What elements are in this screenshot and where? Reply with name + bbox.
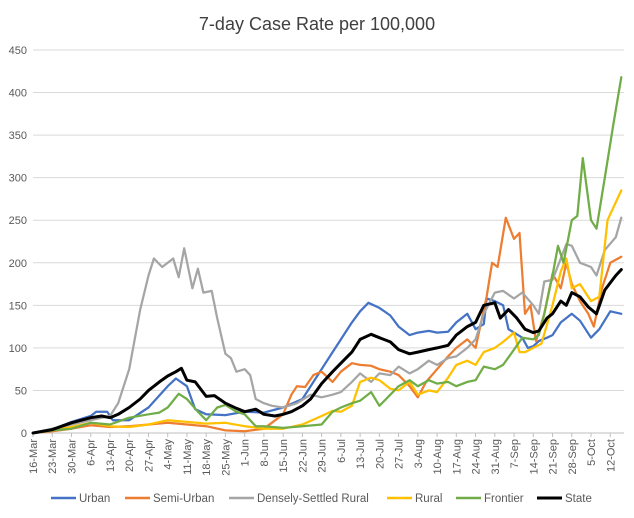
x-tick-label: 8-Jun <box>259 439 271 467</box>
x-tick-label: 21-Sep <box>548 439 560 474</box>
x-tick-label: 18-May <box>201 439 213 476</box>
series-line-state <box>31 268 623 435</box>
y-tick-label: 350 <box>9 130 27 142</box>
y-tick-label: 100 <box>9 343 27 355</box>
x-tick-label: 22-Jun <box>297 439 309 473</box>
x-tick-label: 10-Aug <box>432 439 444 474</box>
legend-item-rural: Rural <box>387 493 442 505</box>
x-tick-label: 6-Apr <box>86 439 98 466</box>
series-line-densely-settled-rural <box>31 216 623 435</box>
x-tick-label: 25-May <box>220 439 232 476</box>
legend-label: Densely-Settled Rural <box>257 493 369 505</box>
series-line-frontier <box>31 76 623 435</box>
x-tick-label: 15-Jun <box>278 439 290 473</box>
x-tick-label: 27-Apr <box>143 439 155 472</box>
x-tick-label: 14-Sep <box>528 439 540 474</box>
legend-item-frontier: Frontier <box>456 493 524 505</box>
chart-title: 7-day Case Rate per 100,000 <box>199 14 435 34</box>
x-tick-label: 5-Oct <box>586 439 598 466</box>
legend-item-densely-settled-rural: Densely-Settled Rural <box>229 493 369 505</box>
x-tick-label: 7-Sep <box>509 439 521 468</box>
legend-label: Rural <box>415 493 442 505</box>
y-tick-label: 0 <box>21 428 27 440</box>
y-axis: 0 50 100 150 200 250 300 350 400 450 <box>9 45 27 440</box>
legend: Urban Semi-Urban Densely-Settled Rural Rura… <box>51 493 592 505</box>
y-tick-label: 400 <box>9 88 27 100</box>
legend-item-urban: Urban <box>51 493 110 505</box>
legend-label: Urban <box>79 493 110 505</box>
x-tick-label: 1-Jun <box>240 439 252 467</box>
legend-label: Frontier <box>484 493 524 505</box>
x-tick-label: 16-Mar <box>28 439 40 474</box>
x-tick-label: 28-Sep <box>567 439 579 474</box>
legend-label: Semi-Urban <box>153 493 214 505</box>
x-tick-label: 12-Oct <box>605 439 617 472</box>
x-axis: 16-Mar 23-Mar 30-Mar 6-Apr 13-Apr 20-Apr 27-Ap… <box>28 432 624 476</box>
x-tick-label: 13-Apr <box>105 439 117 472</box>
x-tick-label: 20-Jul <box>374 439 386 469</box>
x-tick-label: 30-Mar <box>66 439 78 474</box>
x-tick-label: 13-Jul <box>355 439 367 469</box>
series-lines <box>31 76 623 435</box>
y-tick-label: 250 <box>9 215 27 227</box>
y-tick-label: 50 <box>15 385 27 397</box>
x-tick-label: 11-May <box>182 439 194 475</box>
x-tick-label: 20-Apr <box>124 439 136 472</box>
x-tick-label: 3-Aug <box>413 439 425 468</box>
series-line-rural <box>31 189 623 435</box>
legend-label: State <box>565 493 592 505</box>
x-tick-label: 23-Mar <box>47 439 59 474</box>
y-tick-label: 450 <box>9 45 27 57</box>
x-tick-label: 31-Aug <box>490 439 502 474</box>
x-tick-label: 4-May <box>163 439 175 470</box>
x-tick-label: 24-Aug <box>471 439 483 474</box>
x-tick-label: 29-Jun <box>317 439 329 473</box>
x-tick-label: 27-Jul <box>394 439 406 469</box>
series-line-semi-urban <box>31 216 623 435</box>
y-tick-label: 200 <box>9 258 27 270</box>
x-tick-label: 6-Jul <box>336 439 348 463</box>
y-tick-label: 300 <box>9 173 27 185</box>
legend-item-semi-urban: Semi-Urban <box>125 493 214 505</box>
y-tick-label: 150 <box>9 300 27 312</box>
gridlines <box>33 49 624 391</box>
x-tick-label: 17-Aug <box>451 439 463 474</box>
series-line-urban <box>31 297 623 435</box>
legend-item-state: State <box>537 493 592 505</box>
